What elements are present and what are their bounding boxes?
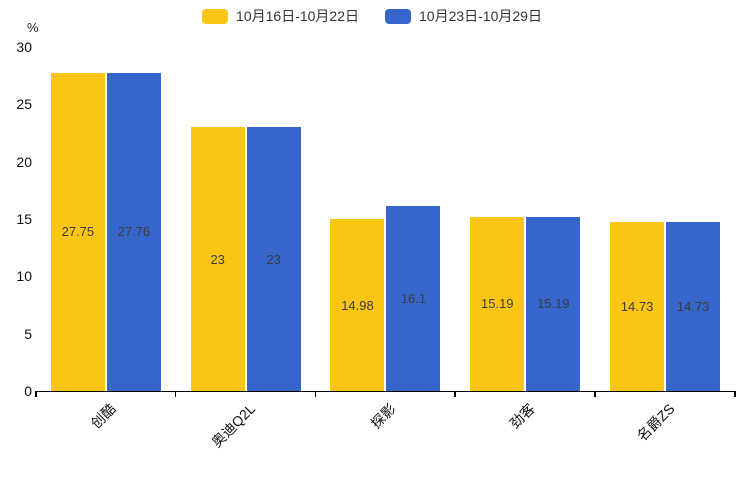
x-axis-label: 创酷 — [87, 400, 119, 432]
bar-group-2: 14.98 16.1 — [316, 47, 456, 391]
bar-value-label: 23 — [210, 251, 225, 267]
bar-value-label: 14.73 — [620, 299, 654, 315]
x-axis-label: 劲客 — [506, 400, 539, 432]
plot-area: 27.75 27.76 创酷 23 23 奥迪Q2L 14.98 16.1 探影 15.19 15.… — [35, 47, 736, 450]
bar-value-label: 27.75 — [61, 224, 95, 240]
bar-value-label: 23 — [266, 251, 281, 267]
bar-group-4: 14.73 14.73 — [595, 47, 735, 391]
bar-series-1-category-0: 27.76 — [106, 72, 161, 391]
x-axis-tick — [734, 391, 736, 397]
bar-series-1-category-3: 15.19 — [526, 216, 581, 391]
x-axis-tick — [35, 391, 37, 397]
bar-value-label: 15.19 — [481, 296, 514, 312]
y-axis-tick-label: 10 — [16, 268, 32, 285]
bar-series-0-category-0: 27.75 — [50, 72, 105, 391]
legend-label: 10月23日-10月29日 — [419, 8, 542, 24]
x-axis-label: 探影 — [367, 400, 399, 432]
bar-series-0-category-4: 14.73 — [610, 222, 665, 391]
bar-value-label: 14.73 — [676, 299, 710, 315]
bar-series-1-category-1: 23 — [246, 127, 301, 391]
y-axis-unit-label: % — [27, 20, 39, 35]
bar-series-0-category-1: 23 — [190, 127, 245, 391]
y-axis-tick-label: 0 — [24, 383, 32, 399]
bar-value-label: 27.76 — [117, 224, 151, 240]
y-axis: 0 5 10 15 20 25 30 — [0, 39, 32, 399]
x-axis-label: 奥迪Q2L — [208, 400, 259, 451]
legend-item-series-1[interactable]: 10月23日-10月29日 — [385, 6, 542, 26]
y-axis-tick-label: 5 — [24, 325, 32, 342]
legend-swatch-icon — [202, 8, 229, 24]
bar-series-0-category-3: 15.19 — [470, 216, 525, 391]
bar-group-1: 23 23 — [176, 47, 316, 391]
legend-label: 10月16日-10月22日 — [236, 8, 359, 24]
bar-value-label: 14.98 — [341, 297, 374, 313]
bar-series-1-category-2: 16.1 — [386, 206, 441, 391]
x-axis-tick — [174, 391, 177, 397]
x-axis-tick — [314, 391, 317, 397]
bar-series-0-category-2: 14.98 — [330, 219, 385, 391]
legend-item-series-0[interactable]: 10月16日-10月22日 — [202, 6, 359, 26]
y-axis-tick-label: 30 — [16, 39, 32, 55]
bar-group-3: 15.19 15.19 — [455, 47, 595, 391]
y-axis-tick-label: 25 — [16, 96, 32, 113]
bar-value-label: 16.1 — [400, 291, 427, 307]
y-axis-tick-label: 20 — [16, 153, 32, 170]
bar-series-1-category-4: 14.73 — [666, 222, 721, 391]
legend-swatch-icon — [385, 8, 411, 24]
x-axis-label: 名爵ZS — [634, 400, 678, 445]
legend: 10月16日-10月22日 10月23日-10月29日 — [0, 6, 744, 26]
x-axis-tick — [454, 391, 456, 397]
bar-group-0: 27.75 27.76 — [36, 47, 176, 391]
x-axis-tick — [594, 391, 596, 397]
y-axis-tick-label: 15 — [16, 211, 32, 227]
bar-value-label: 15.19 — [537, 296, 570, 312]
